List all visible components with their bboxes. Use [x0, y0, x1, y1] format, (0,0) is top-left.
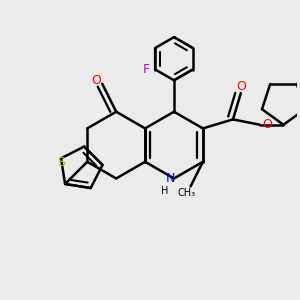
Text: F: F: [143, 63, 150, 76]
Text: O: O: [262, 118, 272, 131]
Text: H: H: [161, 186, 169, 196]
Text: CH₃: CH₃: [178, 188, 196, 198]
Text: N: N: [165, 172, 175, 185]
Text: O: O: [91, 74, 101, 87]
Text: O: O: [236, 80, 246, 93]
Text: S: S: [57, 156, 65, 169]
